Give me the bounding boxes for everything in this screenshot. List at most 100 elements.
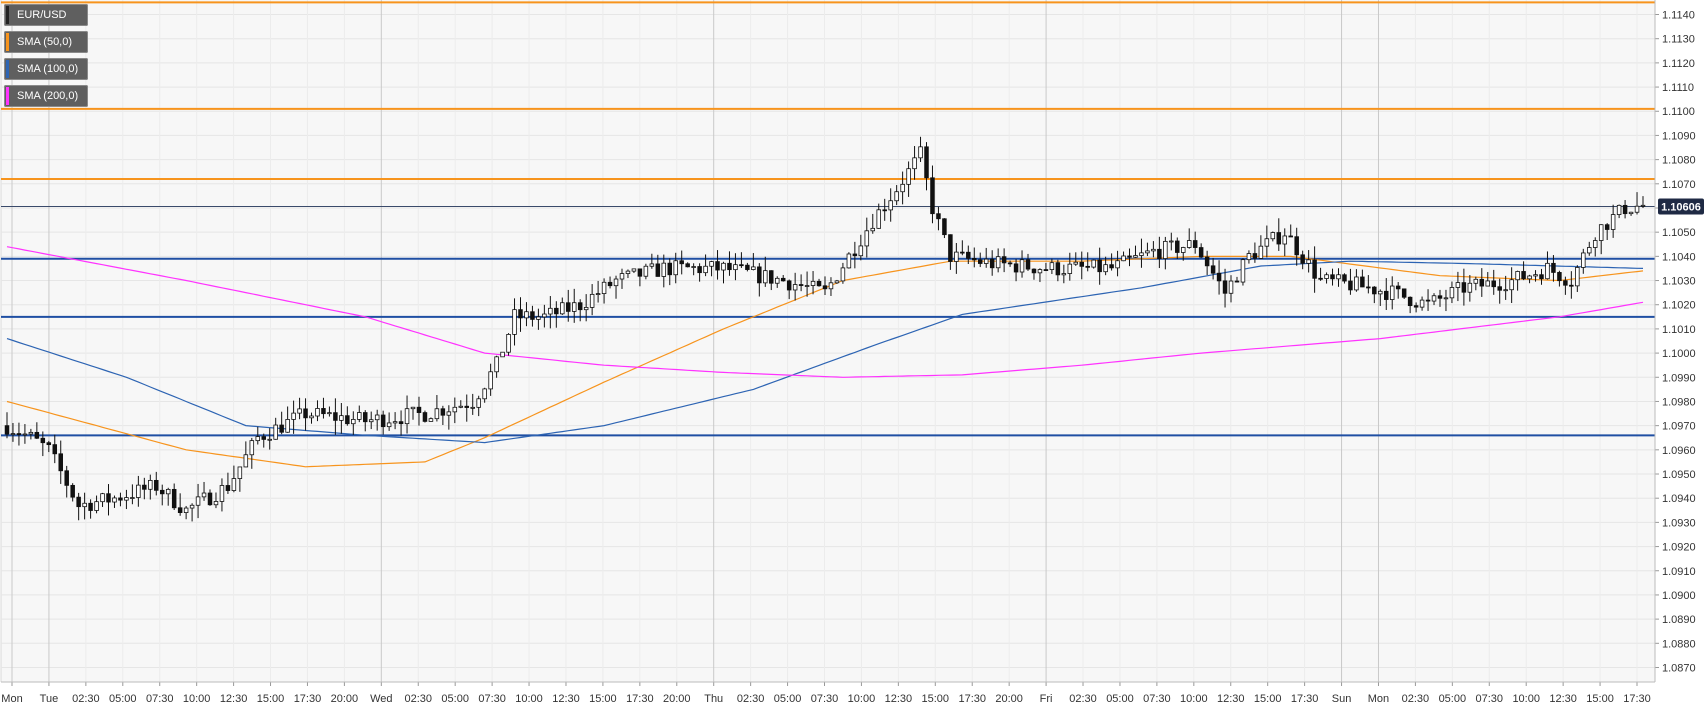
candle-bearish: [225, 485, 231, 491]
candle-bearish: [422, 412, 428, 422]
candle-bullish: [673, 260, 678, 276]
x-tick-label: 05:00: [774, 693, 802, 705]
candle-bullish: [1282, 235, 1288, 245]
plot-area: [1, 0, 1655, 682]
x-tick-label: 10:00: [183, 693, 211, 705]
candle-bullish: [613, 278, 619, 287]
candle-bearish: [1384, 290, 1389, 300]
candle-bearish: [530, 311, 535, 320]
x-tick-label: 17:30: [294, 693, 322, 705]
candle-bearish: [16, 433, 22, 435]
legend-item-sma-200[interactable]: SMA (200,0): [4, 85, 89, 107]
candle-bearish: [1192, 240, 1198, 248]
candle-bullish: [589, 293, 595, 308]
candle-bullish: [1455, 282, 1461, 288]
candle-bullish: [1151, 248, 1156, 252]
candle-bullish: [470, 406, 475, 409]
x-tick-label: 10:00: [848, 693, 876, 705]
candle-bearish: [1604, 224, 1610, 230]
x-tick-label: 20:00: [331, 693, 359, 705]
candle-bearish: [1300, 254, 1305, 264]
y-tick-label: 1.0970: [1662, 421, 1696, 433]
candle-bullish: [189, 504, 195, 509]
candle-bullish: [536, 316, 541, 320]
candle-bullish: [828, 282, 834, 290]
candle-bullish: [733, 264, 738, 271]
candle-bullish: [392, 421, 398, 424]
candle-bearish: [1539, 274, 1544, 280]
candle-bearish: [398, 421, 404, 425]
candle-bearish: [924, 146, 929, 179]
candle-bullish: [1258, 245, 1264, 259]
candle-bearish: [577, 302, 583, 311]
candle-bullish: [1628, 211, 1634, 215]
candle-bearish: [1013, 263, 1019, 273]
legend-label-sma-200: SMA (200,0): [17, 90, 79, 102]
candle-bullish: [1037, 269, 1043, 274]
candle-bearish: [1055, 262, 1061, 276]
candle-bullish: [649, 263, 655, 267]
candle-bullish: [458, 405, 464, 408]
legend-item-eurusd[interactable]: EUR/USD: [4, 4, 89, 26]
candle-bullish: [1598, 224, 1604, 241]
candle-bullish: [1473, 278, 1479, 284]
candle-bearish: [1569, 284, 1574, 287]
candle-bearish: [64, 470, 69, 486]
candle-bullish: [201, 492, 207, 498]
candle-bullish: [339, 415, 344, 421]
x-tick-label: 05:00: [1439, 693, 1467, 705]
candle-bullish: [368, 419, 374, 423]
last-price-badge: [1658, 198, 1704, 215]
y-tick-label: 1.1010: [1662, 324, 1696, 336]
candle-bullish: [82, 502, 87, 508]
candle-bearish: [1127, 255, 1132, 258]
candle-bullish: [195, 496, 201, 506]
candle-bullish: [583, 306, 589, 311]
x-tick-label: Fri: [1040, 693, 1053, 705]
candle-bearish: [1001, 256, 1007, 264]
candle-bearish: [261, 436, 266, 440]
candle-bullish: [1592, 240, 1598, 248]
candle-bullish: [864, 230, 870, 247]
y-tick-label: 1.1100: [1662, 106, 1695, 118]
candle-bearish: [76, 496, 81, 508]
candle-bullish: [273, 424, 278, 440]
candle-bullish: [1145, 250, 1150, 254]
candle-bullish: [1240, 259, 1246, 283]
candle-bullish: [434, 408, 440, 420]
candle-bullish: [601, 281, 607, 294]
candle-bearish: [1097, 259, 1102, 273]
candle-bullish: [631, 268, 637, 272]
x-tick-label: 10:00: [1512, 693, 1540, 705]
candle-bullish: [888, 200, 893, 211]
candle-bearish: [727, 262, 732, 271]
legend-swatch-sma-50: [6, 33, 9, 51]
legend-item-sma-100[interactable]: SMA (100,0): [4, 58, 89, 80]
candle-bearish: [852, 253, 858, 257]
x-tick-label: 12:30: [220, 693, 248, 705]
x-tick-label: 02:30: [1402, 693, 1430, 705]
candle-bullish: [1073, 261, 1079, 265]
candle-bullish: [327, 412, 332, 415]
x-tick-label: 20:00: [995, 693, 1023, 705]
candle-bullish: [100, 493, 105, 503]
candle-bullish: [22, 433, 28, 436]
x-tick-label: 07:30: [1476, 693, 1504, 705]
candle-bearish: [518, 309, 523, 319]
candle-bearish: [177, 507, 183, 513]
y-tick-label: 1.1070: [1662, 179, 1696, 191]
candle-bullish: [1610, 214, 1616, 230]
candle-bullish: [643, 265, 649, 277]
candle-bullish: [219, 485, 225, 502]
x-tick-label: Wed: [370, 693, 392, 705]
candle-bullish: [906, 168, 911, 185]
x-tick-label: Mon: [1368, 693, 1389, 705]
candle-bearish: [1252, 253, 1258, 259]
candle-bearish: [154, 479, 159, 491]
candle-bullish: [165, 488, 171, 495]
legend-item-sma-50[interactable]: SMA (50,0): [4, 31, 89, 53]
candle-bullish: [1336, 274, 1341, 280]
x-tick-label: 17:30: [1291, 693, 1319, 705]
x-tick-label: 15:00: [922, 693, 950, 705]
candle-bullish: [1467, 282, 1473, 293]
